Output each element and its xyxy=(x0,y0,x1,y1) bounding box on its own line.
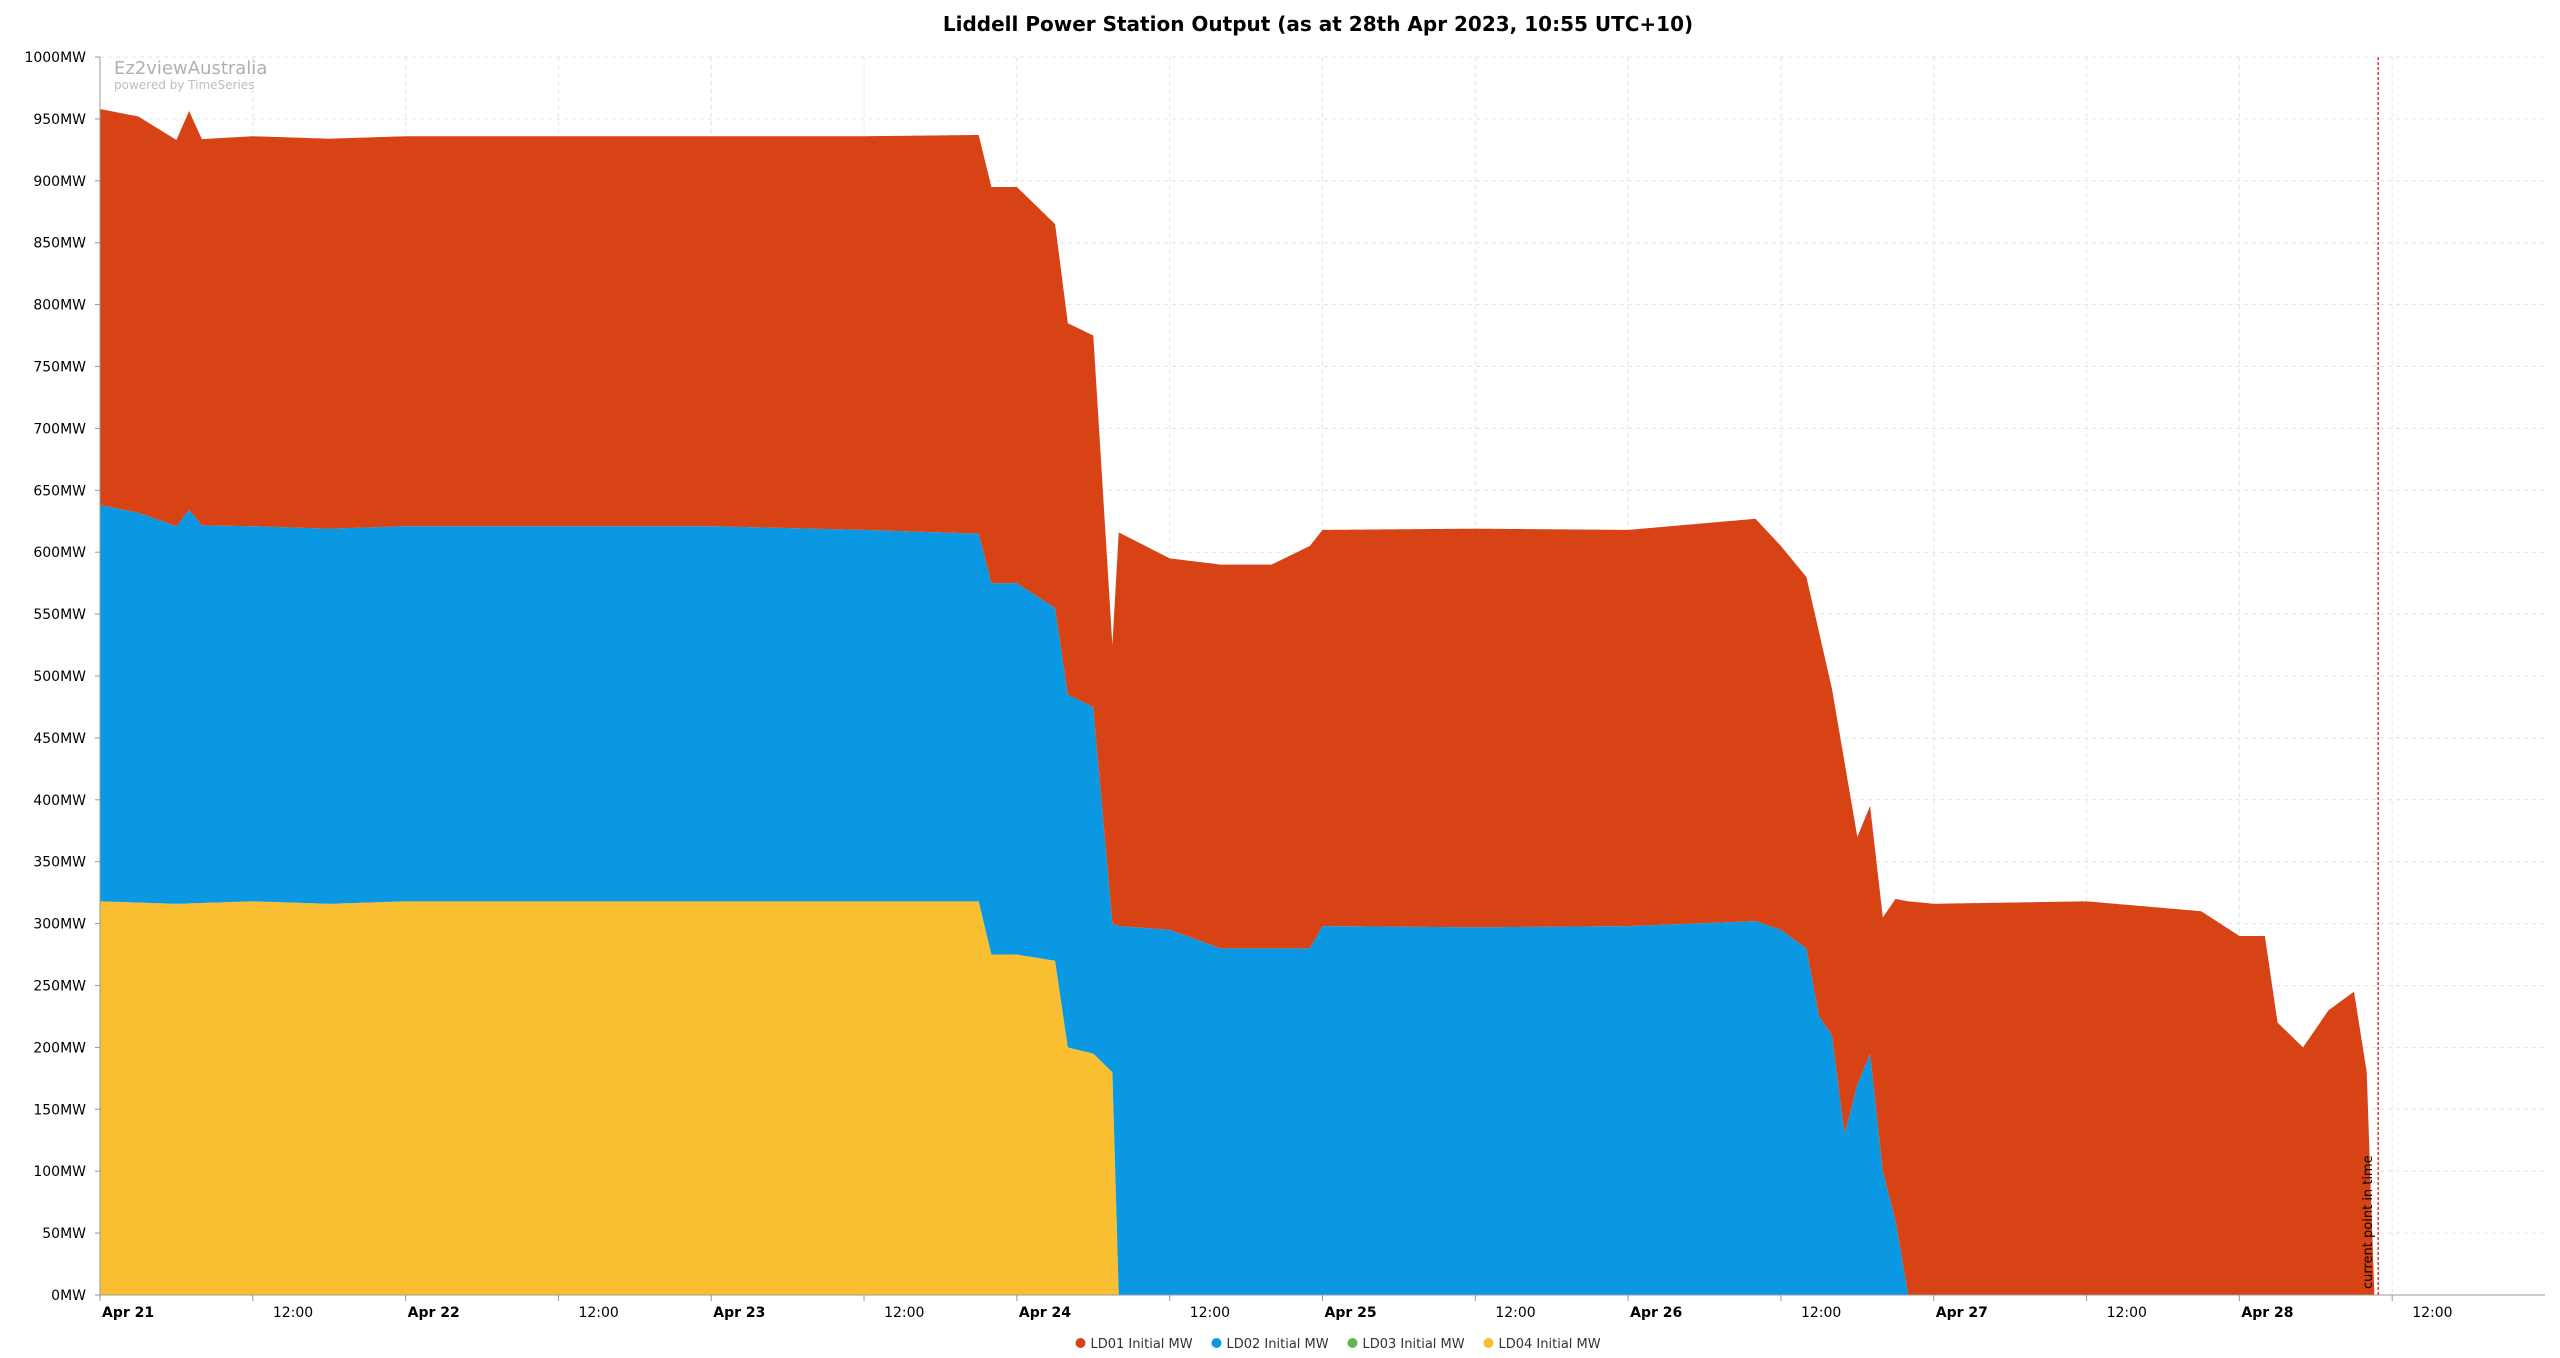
legend-item: LD04 Initial MW xyxy=(1483,1337,1601,1352)
x-tick-label: Apr 28 xyxy=(2241,1305,2293,1321)
legend-marker xyxy=(1347,1338,1358,1348)
y-tick-label: 600MW xyxy=(33,545,86,561)
axes: 0MW 50MW 100MW 150MW 200MW 250MW 300MW 350MW 400… xyxy=(24,50,2545,1321)
y-tick-label: 250MW xyxy=(33,979,86,995)
series-area-ld01 xyxy=(100,108,2545,1296)
annotations: current point in time xyxy=(2361,57,2379,1295)
legend-item: LD03 Initial MW xyxy=(1347,1337,1465,1352)
y-tick-label: 550MW xyxy=(33,607,86,623)
current-time-label: current point in time xyxy=(2361,1155,2376,1289)
series-areas xyxy=(100,108,2545,1296)
y-tick-label: 700MW xyxy=(33,421,86,437)
legend-label: LD02 Initial MW xyxy=(1227,1337,1329,1352)
y-tick-label: 800MW xyxy=(33,298,86,314)
legend-label: LD04 Initial MW xyxy=(1499,1337,1601,1352)
x-tick-label: Apr 23 xyxy=(713,1305,765,1321)
y-tick-label: 0MW xyxy=(51,1288,86,1304)
legend: LD01 Initial MW LD02 Initial MW LD03 Initi… xyxy=(1075,1337,1601,1352)
y-tick-label: 950MW xyxy=(33,112,86,128)
watermark-subtitle: powered by TimeSeries xyxy=(114,78,254,92)
y-tick-label: 900MW xyxy=(33,174,86,190)
x-tick-label: 12:00 xyxy=(273,1305,313,1321)
legend-label: LD03 Initial MW xyxy=(1363,1337,1465,1352)
legend-label: LD01 Initial MW xyxy=(1091,1337,1193,1352)
y-tick-label: 650MW xyxy=(33,483,86,499)
x-tick-label: 12:00 xyxy=(2107,1305,2147,1321)
x-tick-label: Apr 26 xyxy=(1630,1305,1682,1321)
series-area-ld04 xyxy=(100,901,2545,1295)
y-tick-label: 450MW xyxy=(33,731,86,747)
y-tick-label: 1000MW xyxy=(24,50,86,66)
x-tick-label: Apr 25 xyxy=(1325,1305,1377,1321)
y-tick-label: 200MW xyxy=(33,1040,86,1056)
y-tick-label: 100MW xyxy=(33,1164,86,1180)
x-tick-label: 12:00 xyxy=(578,1305,618,1321)
watermark-brand: Ez2viewAustralia xyxy=(114,58,267,79)
legend-marker xyxy=(1211,1338,1222,1348)
x-tick-label: Apr 24 xyxy=(1019,1305,1071,1321)
x-tick-label: Apr 27 xyxy=(1936,1305,1988,1321)
x-tick-label: 12:00 xyxy=(1190,1305,1230,1321)
y-tick-label: 850MW xyxy=(33,236,86,252)
series-area-ld02 xyxy=(100,505,2545,1295)
x-tick-label: Apr 22 xyxy=(408,1305,460,1321)
legend-marker xyxy=(1483,1338,1494,1348)
x-tick-label: 12:00 xyxy=(884,1305,924,1321)
y-tick-label: 750MW xyxy=(33,360,86,376)
y-tick-label: 500MW xyxy=(33,669,86,685)
watermark: Ez2viewAustralia powered by TimeSeries xyxy=(114,58,267,92)
y-tick-label: 400MW xyxy=(33,793,86,809)
legend-marker xyxy=(1075,1338,1086,1348)
x-tick-label: 12:00 xyxy=(1801,1305,1841,1321)
y-tick-label: 50MW xyxy=(42,1226,86,1242)
y-tick-label: 300MW xyxy=(33,917,86,933)
x-tick-label: 12:00 xyxy=(2412,1305,2452,1321)
y-tick-label: 350MW xyxy=(33,855,86,871)
chart-title: Liddell Power Station Output (as at 28th… xyxy=(943,12,1693,36)
y-tick-label: 150MW xyxy=(33,1102,86,1118)
legend-item: LD02 Initial MW xyxy=(1211,1337,1329,1352)
legend-item: LD01 Initial MW xyxy=(1075,1337,1193,1352)
x-tick-label: Apr 21 xyxy=(102,1305,154,1321)
x-tick-label: 12:00 xyxy=(1495,1305,1535,1321)
